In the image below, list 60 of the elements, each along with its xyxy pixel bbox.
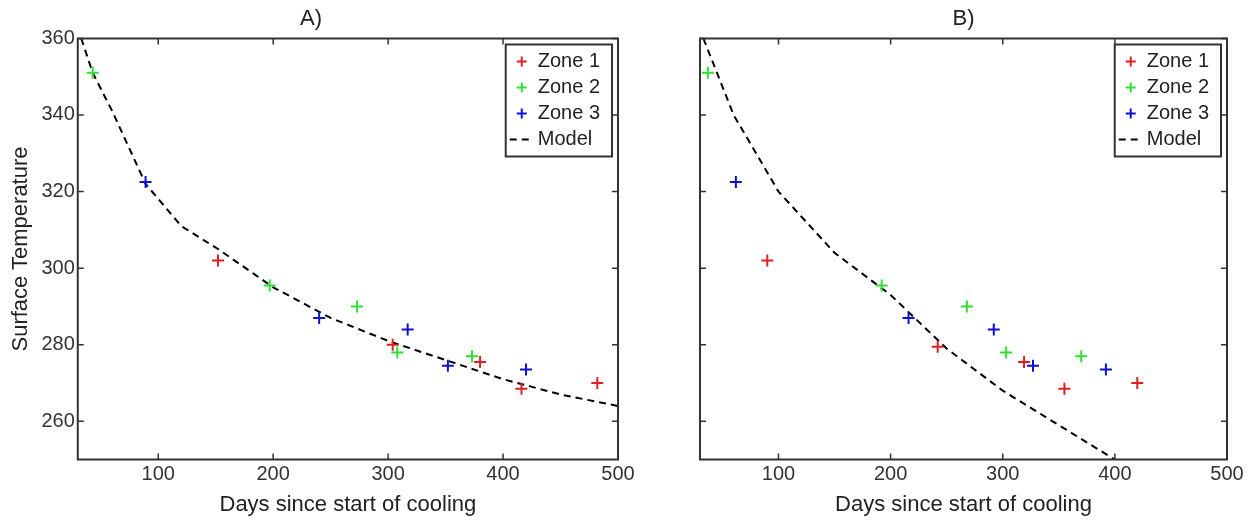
point	[400, 322, 415, 337]
x-tick-label: 100	[761, 462, 796, 485]
x-tick-label: 100	[141, 462, 175, 485]
point	[1017, 354, 1032, 369]
point	[1057, 381, 1072, 396]
y-tick-label: 280	[41, 332, 75, 355]
point	[1130, 376, 1145, 391]
point	[930, 339, 945, 354]
point	[999, 345, 1014, 360]
x-tick-label: 500	[601, 462, 635, 485]
y-tick-label: 260	[41, 408, 75, 431]
point	[211, 253, 225, 268]
legend-label: Zone 1	[1146, 48, 1209, 71]
point	[519, 362, 534, 377]
point	[728, 174, 743, 189]
point	[986, 322, 1001, 337]
point	[901, 310, 916, 325]
y-tick-label: 320	[41, 179, 75, 202]
y-axis-title: Surface Temperature	[7, 146, 33, 352]
x-tick-label: 300	[986, 462, 1020, 485]
point	[385, 337, 400, 352]
x-tick-label: 400	[486, 462, 520, 485]
legend-label: Zone 3	[1146, 100, 1209, 123]
x-tick-label: 500	[1210, 462, 1244, 485]
legend-label: Model	[537, 126, 593, 149]
x-tick-label: 200	[256, 462, 290, 485]
line-series	[80, 38, 618, 407]
point	[440, 358, 455, 373]
legend-label: Zone 3	[537, 100, 600, 123]
point	[390, 345, 405, 360]
point	[1026, 358, 1041, 373]
legend-label: Zone 1	[537, 48, 600, 71]
x-tick-label: 400	[1098, 462, 1132, 485]
x-tick-label: 200	[873, 462, 908, 485]
x-axis-title: Days since start of cooling	[835, 490, 1092, 516]
point	[138, 174, 153, 189]
point	[1074, 349, 1089, 364]
legend-label: Zone 2	[537, 74, 600, 97]
y-tick-label: 360	[41, 25, 75, 48]
y-tick-label: 340	[41, 102, 75, 125]
point	[312, 310, 327, 325]
point	[590, 376, 605, 391]
legend-label: Zone 2	[1146, 74, 1209, 97]
point	[85, 65, 100, 80]
point	[262, 278, 277, 293]
point	[1098, 362, 1113, 377]
point	[874, 278, 889, 293]
point	[465, 349, 480, 364]
point	[473, 354, 488, 369]
point	[350, 299, 365, 314]
point	[514, 381, 529, 396]
point	[760, 253, 775, 268]
point	[700, 65, 715, 80]
legend-label: Model	[1146, 126, 1202, 149]
point	[959, 299, 974, 314]
x-tick-label: 300	[371, 462, 405, 485]
x-axis-title: Days since start of cooling	[219, 490, 477, 516]
chart-title: B)	[952, 5, 975, 31]
chart-title: A)	[300, 5, 322, 31]
y-tick-label: 300	[41, 255, 75, 278]
